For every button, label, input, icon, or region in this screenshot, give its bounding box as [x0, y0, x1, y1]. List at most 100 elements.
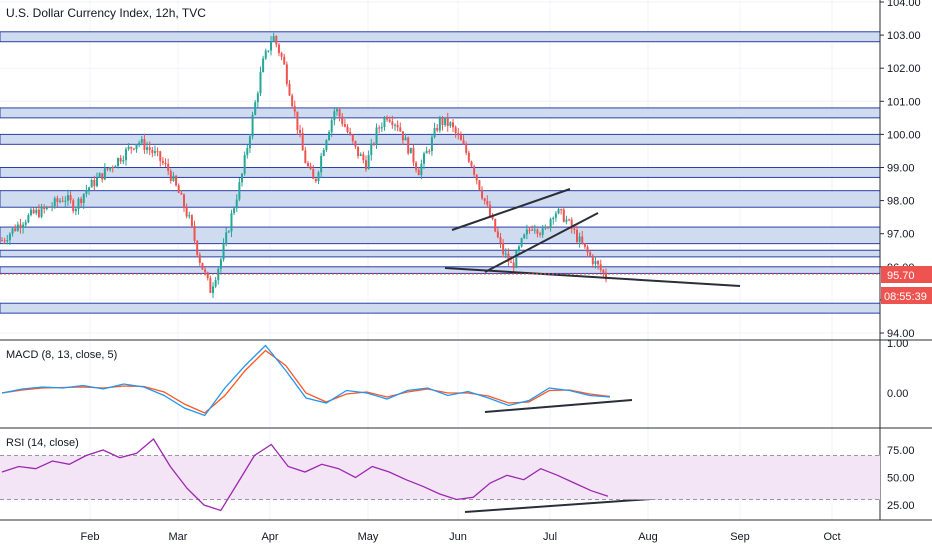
countdown-tag-bg: [881, 287, 932, 304]
trend-line[interactable]: [484, 212, 599, 273]
time-axis[interactable]: Feb Mar Apr May Jun Jul Aug Sep Oct: [81, 531, 841, 543]
candle-body: [241, 173, 244, 183]
rsi-label: RSI (14, close): [6, 437, 79, 449]
candle-body: [43, 206, 46, 209]
candle-body: [349, 131, 352, 135]
candle-body: [325, 140, 328, 151]
support-resistance-zone[interactable]: [0, 31, 881, 43]
candle-body: [291, 95, 294, 107]
time-label: Oct: [823, 531, 840, 543]
support-resistance-zone[interactable]: [0, 266, 881, 274]
candle-body: [573, 228, 576, 230]
candle-body: [264, 50, 267, 59]
candle-body: [380, 127, 383, 129]
candle-body: [364, 160, 367, 170]
candle-body: [528, 229, 531, 231]
candle-body: [64, 200, 67, 202]
candle-body: [35, 209, 38, 214]
candle-body: [541, 228, 544, 235]
macd-pane: [1, 344, 611, 417]
candle-body: [388, 119, 391, 122]
macd-signal-line: [1, 349, 611, 414]
candle-body: [40, 206, 43, 217]
candle-body: [496, 231, 499, 238]
rsi-band: [0, 455, 880, 500]
candle-body: [285, 64, 288, 84]
support-resistance-zone[interactable]: [0, 249, 881, 258]
macd-trend-line[interactable]: [484, 399, 633, 413]
candle-body: [322, 150, 325, 156]
candle-body: [433, 127, 436, 138]
countdown-value: 08:55:39: [884, 291, 927, 303]
candle-body: [45, 206, 48, 209]
candle-body: [591, 255, 594, 265]
candle-body: [317, 172, 320, 181]
current-price-value: 95.70: [887, 270, 915, 282]
support-resistance-zone[interactable]: [0, 226, 881, 245]
candle-body: [312, 169, 315, 179]
support-resistance-zone[interactable]: [0, 133, 881, 145]
price-tick-label: 99.00: [887, 163, 915, 175]
rsi-line: [1, 438, 609, 512]
candle-body: [436, 127, 439, 131]
candle-body: [420, 163, 423, 176]
support-resistance-zone[interactable]: [0, 167, 881, 178]
candle-body: [425, 150, 428, 154]
candle-body: [515, 250, 518, 268]
candle-body: [272, 36, 275, 42]
candle-body: [146, 147, 149, 150]
candle-body: [306, 163, 309, 167]
candle-body: [570, 219, 573, 229]
candle-body: [280, 53, 283, 57]
candle-body: [393, 124, 396, 126]
candle-body: [283, 56, 286, 65]
candle-body: [248, 136, 251, 149]
candle-body: [114, 166, 117, 168]
current-price-tag[interactable]: 95.70: [881, 266, 932, 283]
candle-body: [351, 134, 354, 142]
candle-body: [589, 252, 592, 256]
candle-body: [122, 160, 125, 162]
price-tick-label: 101.00: [887, 96, 921, 108]
macd-axis[interactable]: 1.00 0.00: [887, 338, 908, 400]
candle-body: [204, 269, 207, 273]
candle-body: [80, 198, 83, 204]
candle-body: [164, 162, 167, 164]
candle-body: [22, 224, 25, 228]
candle-body: [159, 151, 162, 161]
candle-body: [415, 162, 418, 170]
candle-body: [478, 180, 481, 190]
candle-body: [491, 216, 494, 219]
countdown-tag[interactable]: 08:55:39: [881, 287, 932, 304]
candle-body: [494, 218, 497, 232]
macd-line: [1, 344, 611, 417]
candle-body: [3, 240, 6, 242]
candle-body: [375, 127, 378, 144]
candle-body: [177, 185, 180, 193]
horizontal-zones[interactable]: [0, 31, 881, 314]
candle-body: [1, 240, 3, 242]
candle-body: [568, 219, 571, 221]
rsi-axis[interactable]: 75.00 50.00 25.00: [887, 445, 915, 512]
support-resistance-zone[interactable]: [0, 190, 881, 208]
trend-line[interactable]: [451, 188, 571, 231]
trend-line[interactable]: [444, 267, 741, 287]
candle-body: [198, 254, 201, 263]
candle-body: [95, 177, 98, 187]
candle-body: [88, 187, 91, 191]
candle-body: [557, 209, 560, 214]
candle-body: [299, 129, 302, 133]
time-label: Aug: [638, 531, 658, 543]
candle-body: [254, 102, 257, 115]
candle-body: [72, 200, 75, 212]
candle-body: [30, 209, 33, 215]
support-resistance-zone[interactable]: [0, 302, 881, 314]
candle-body: [510, 261, 513, 263]
candle-body: [462, 140, 465, 145]
candle-body: [288, 83, 291, 96]
candle-body: [454, 127, 457, 134]
candle-body: [106, 168, 109, 170]
candle-body: [343, 124, 346, 127]
